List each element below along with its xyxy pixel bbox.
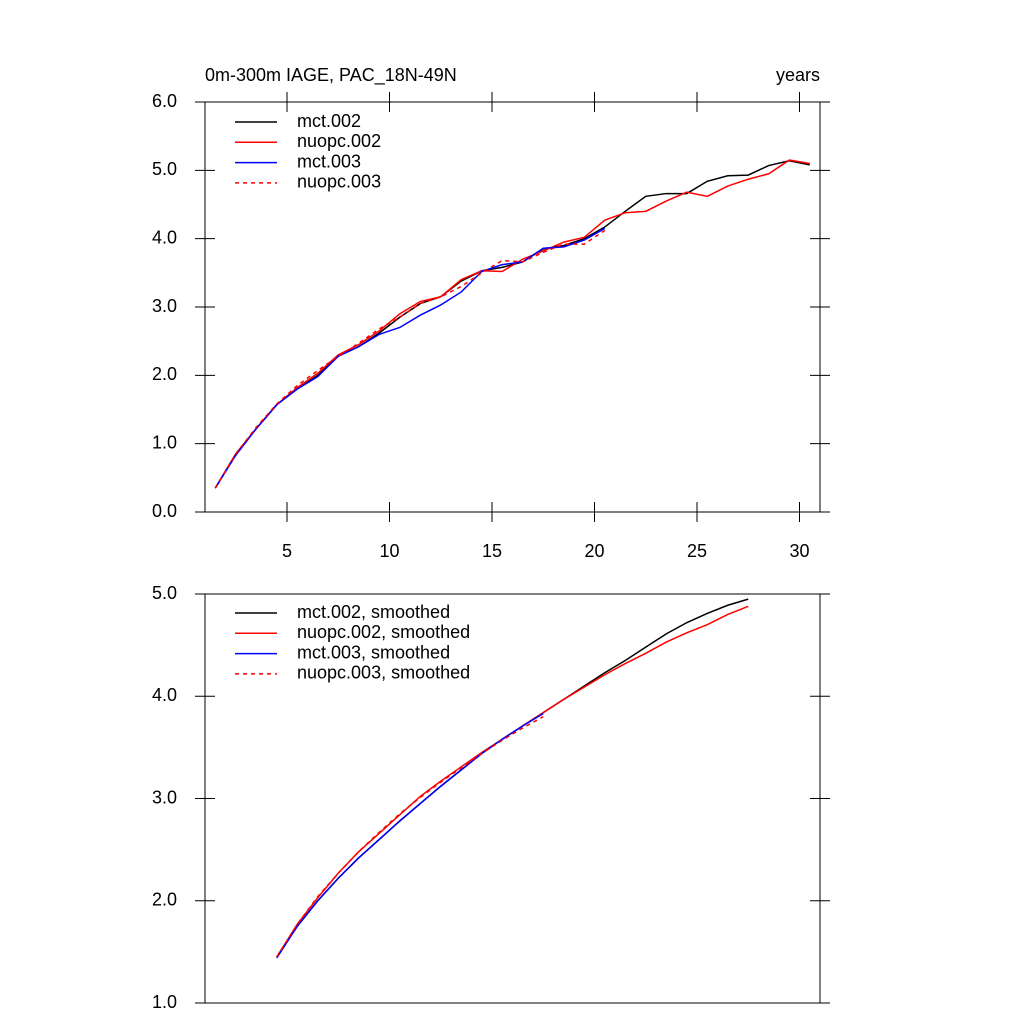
x-tick-label: 25 bbox=[687, 541, 707, 561]
x-tick-label: 15 bbox=[482, 541, 502, 561]
y-tick-label: 2.0 bbox=[152, 890, 177, 910]
chart-title: 0m-300m IAGE, PAC_18N-49N bbox=[205, 65, 457, 86]
legend-label: mct.003 bbox=[297, 151, 361, 171]
series-line bbox=[214, 229, 606, 489]
legend-label: nuopc.002, smoothed bbox=[297, 622, 470, 642]
y-tick-label: 1.0 bbox=[152, 432, 177, 452]
legend-label: mct.002 bbox=[297, 111, 361, 131]
x-tick-label: 30 bbox=[789, 541, 809, 561]
series-line bbox=[276, 712, 544, 959]
legend-label: mct.002, smoothed bbox=[297, 602, 450, 622]
legend-label: nuopc.003, smoothed bbox=[297, 663, 470, 683]
series-line bbox=[214, 227, 606, 489]
legend-label: nuopc.002 bbox=[297, 131, 381, 151]
series-line bbox=[214, 159, 810, 489]
y-tick-label: 1.0 bbox=[152, 992, 177, 1012]
x-tick-label: 10 bbox=[379, 541, 399, 561]
x-tick-label: 5 bbox=[282, 541, 292, 561]
y-tick-label: 3.0 bbox=[152, 787, 177, 807]
y-tick-label: 6.0 bbox=[152, 91, 177, 111]
legend-label: mct.003, smoothed bbox=[297, 642, 450, 662]
chart-subtitle: years bbox=[776, 65, 820, 85]
y-tick-label: 4.0 bbox=[152, 227, 177, 247]
legend-label: nuopc.003 bbox=[297, 172, 381, 192]
y-tick-label: 3.0 bbox=[152, 296, 177, 316]
y-tick-label: 0.0 bbox=[152, 501, 177, 521]
y-tick-label: 5.0 bbox=[152, 159, 177, 179]
series-line bbox=[276, 716, 544, 958]
y-tick-label: 2.0 bbox=[152, 364, 177, 384]
series-line bbox=[214, 159, 810, 489]
y-tick-label: 5.0 bbox=[152, 583, 177, 603]
y-tick-label: 4.0 bbox=[152, 685, 177, 705]
x-tick-label: 20 bbox=[584, 541, 604, 561]
